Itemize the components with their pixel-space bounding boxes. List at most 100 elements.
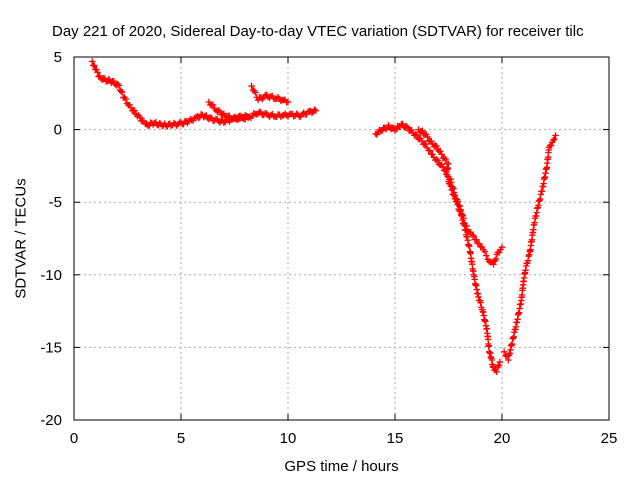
plot-frame (73, 56, 610, 421)
data-point-marker (498, 244, 506, 251)
x-tick-label: 0 (70, 430, 78, 447)
data-point-marker (434, 157, 441, 164)
data-point-marker (237, 115, 245, 122)
data-point-marker (110, 77, 118, 85)
data-point-marker (450, 191, 458, 199)
y-tick-label: -10 (40, 267, 62, 284)
data-point-marker (263, 110, 270, 117)
data-point-marker (500, 348, 508, 355)
data-point-marker (118, 88, 126, 96)
data-point-marker (433, 142, 440, 150)
series-track-4 (372, 120, 506, 268)
data-point-marker (131, 107, 138, 114)
chart-title: Day 221 of 2020, Sidereal Day-to-day VTE… (52, 23, 584, 40)
data-point-marker (136, 113, 144, 121)
data-point-marker (220, 119, 227, 126)
data-point-marker (88, 58, 96, 65)
data-point-marker (453, 198, 460, 205)
x-tick-label: 15 (387, 430, 404, 447)
series-track-2 (205, 98, 320, 124)
data-point-marker (483, 252, 490, 259)
x-tick-label: 10 (280, 430, 297, 447)
data-point-marker (470, 232, 477, 240)
data-point-marker (115, 82, 123, 89)
y-axis-label: SDTVAR / TECUs (12, 178, 29, 298)
x-tick-label: 20 (494, 430, 511, 447)
data-series (88, 58, 559, 375)
data-point-marker (209, 101, 217, 109)
data-point-marker (93, 66, 100, 73)
data-point-marker (91, 62, 98, 70)
data-point-marker (475, 240, 483, 247)
data-point-marker (283, 112, 290, 119)
data-point-marker (492, 255, 500, 263)
x-axis-label: GPS time / hours (284, 458, 398, 475)
data-point-marker (293, 110, 300, 117)
data-point-marker (311, 106, 318, 113)
data-point-marker (441, 154, 448, 162)
data-point-marker (246, 113, 253, 120)
data-point-marker (432, 142, 439, 149)
axis-ticks: 0 5 10 15 20 25 5 0 -5 -10 -15 -20 (40, 49, 617, 447)
data-point-marker (284, 98, 292, 106)
data-point-marker (424, 133, 431, 140)
data-point-marker (114, 80, 121, 88)
data-point-marker (252, 89, 259, 96)
data-point-marker (438, 151, 445, 158)
data-point-marker (277, 97, 285, 105)
data-point-marker (473, 236, 480, 243)
data-point-marker (548, 142, 555, 149)
data-point-marker (550, 136, 557, 144)
data-point-marker (439, 163, 447, 171)
data-point-marker (312, 107, 320, 114)
data-point-marker (444, 173, 451, 181)
data-point-marker (264, 93, 272, 101)
data-point-marker (457, 208, 464, 215)
data-point-marker (485, 343, 493, 350)
data-point-marker (496, 358, 504, 366)
data-point-marker (481, 248, 489, 255)
series-track-6 (500, 132, 559, 364)
y-tick-label: -20 (40, 412, 62, 429)
grid-lines (74, 57, 609, 420)
y-tick-label: -15 (40, 339, 62, 356)
data-point-marker (495, 249, 503, 256)
data-point-marker (408, 126, 415, 134)
data-point-marker (308, 109, 316, 117)
data-point-marker (466, 243, 473, 250)
data-point-marker (215, 107, 222, 114)
data-point-marker (248, 82, 255, 90)
series-track-3 (248, 82, 292, 106)
data-point-marker (433, 156, 440, 163)
data-point-marker (122, 95, 129, 103)
data-point-marker (140, 117, 148, 125)
data-point-marker (428, 137, 435, 145)
data-point-marker (551, 135, 558, 143)
data-point-marker (495, 362, 503, 369)
data-point-marker (117, 88, 125, 95)
y-tick-label: 0 (54, 122, 62, 139)
data-point-marker (442, 156, 449, 163)
data-point-marker (422, 140, 430, 148)
series-track-5 (415, 126, 504, 375)
x-tick-label: 25 (601, 430, 618, 447)
data-point-marker (94, 69, 101, 76)
data-point-marker (207, 114, 214, 121)
data-point-marker (413, 131, 421, 139)
data-point-marker (399, 120, 406, 128)
data-point-marker (429, 151, 436, 158)
y-tick-label: 5 (54, 49, 62, 66)
data-point-marker (232, 113, 239, 120)
data-point-marker (437, 147, 444, 155)
data-point-marker (412, 131, 419, 138)
data-point-marker (477, 299, 484, 306)
data-point-marker (468, 231, 476, 239)
data-point-marker (448, 186, 455, 194)
data-point-marker (403, 123, 410, 130)
data-point-marker (426, 147, 434, 154)
data-point-marker (454, 201, 461, 208)
data-point-marker (447, 183, 454, 190)
data-point-marker (475, 293, 482, 301)
data-point-marker (493, 368, 500, 375)
